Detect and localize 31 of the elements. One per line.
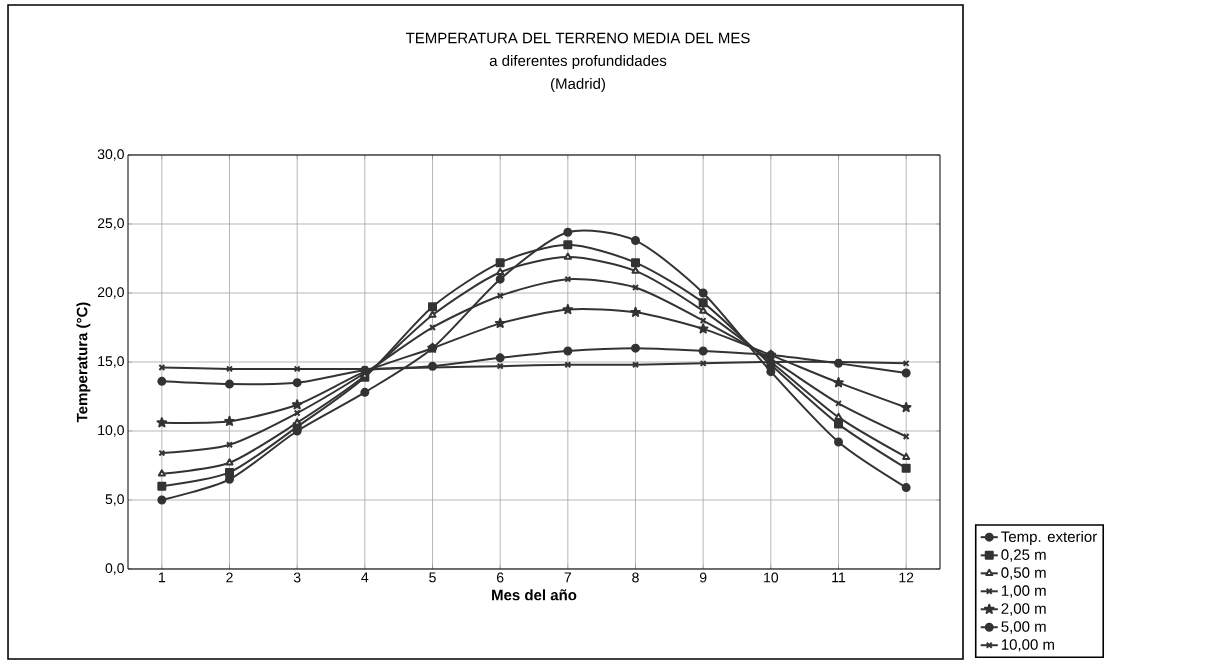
x-tick-label: 3 <box>293 572 301 583</box>
x-tick-label: 7 <box>564 572 572 583</box>
legend-label: 0,50 m <box>1001 567 1046 580</box>
y-tick-label: 5,0 <box>105 494 124 506</box>
text: (Madrid) <box>551 78 605 92</box>
x-tick-label: 1 <box>159 572 166 583</box>
x-tick-label: 5 <box>429 572 436 583</box>
x-axis-title: Mes del año <box>492 589 577 601</box>
y-tick-label: 25,0 <box>97 218 124 230</box>
x-tick-label: 8 <box>632 572 639 583</box>
y-tick-label: 0,0 <box>105 563 124 575</box>
y-tick-label: 10,0 <box>98 425 124 437</box>
chart-subtitle: a diferentes profundidades <box>489 55 667 69</box>
legend-label: 1,00 m <box>1001 585 1046 598</box>
legend-label: 2,00 m <box>1001 603 1046 616</box>
y-tick-label: 15,0 <box>98 356 124 368</box>
x-tick-label: 2 <box>226 572 233 583</box>
y-tick-label: 20,0 <box>97 287 124 299</box>
y-tick-label: 30,0 <box>97 149 124 161</box>
x-tick-label: 9 <box>699 572 707 583</box>
legend-label: 0,25 m <box>1001 549 1046 562</box>
x-tick-label: 6 <box>496 572 504 583</box>
x-tick-label: 10 <box>764 572 779 583</box>
y-axis-title: Temperatura (°C) <box>76 302 91 423</box>
x-tick-label: 11 <box>832 572 846 583</box>
x-tick-label: 12 <box>899 572 914 583</box>
chart-title: TEMPERATURA DEL TERRENO MEDIA DEL MES <box>405 32 750 44</box>
x-tick-label: 4 <box>361 572 369 583</box>
legend-label: 5,00 m <box>1001 621 1046 634</box>
legend-label: Temp. exterior <box>1001 530 1097 545</box>
legend-label: 10,00 m <box>1001 639 1054 652</box>
